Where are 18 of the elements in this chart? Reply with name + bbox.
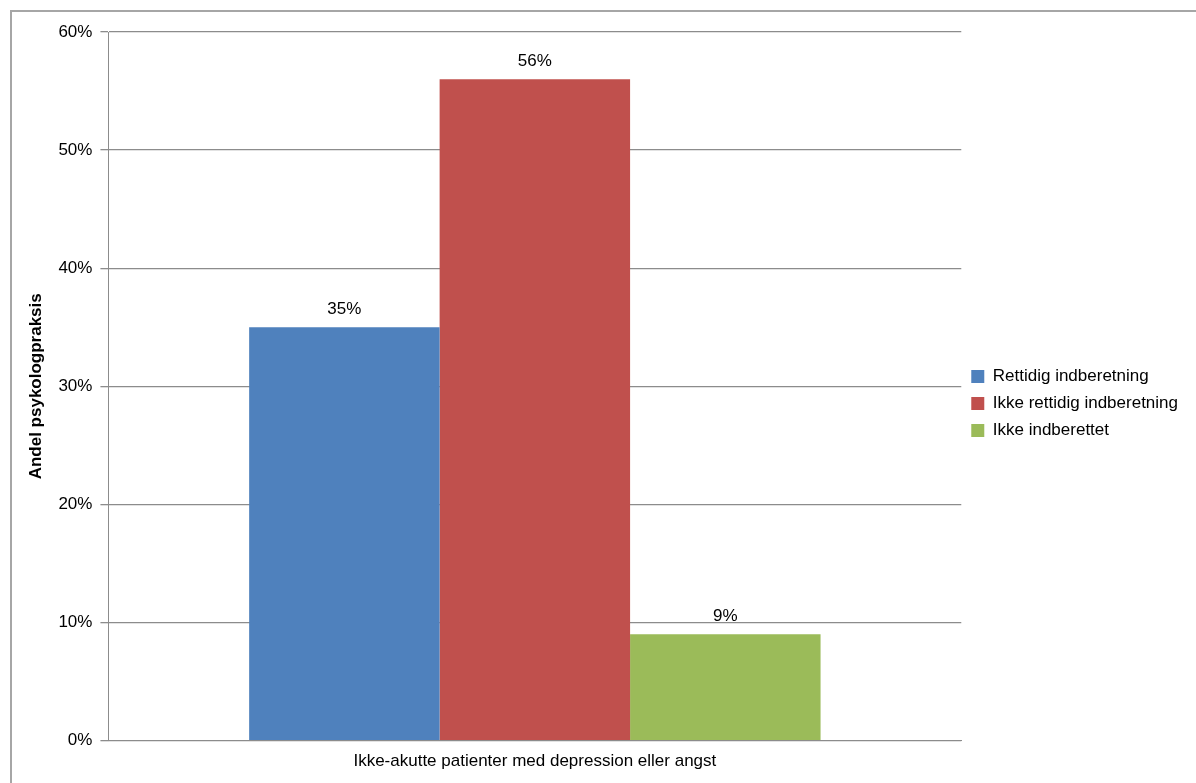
x-tick-label: Ikke-akutte patienter med depression eller angst [353, 751, 717, 771]
y-tick-label: 50% [58, 139, 93, 159]
data-label: 56% [517, 51, 552, 71]
data-label: 9% [713, 606, 738, 626]
legend-label: Ikke indberettet [992, 420, 1110, 440]
y-axis-title: Andel psykologpraksis [25, 293, 45, 480]
bar [439, 79, 631, 740]
legend-label: Rettidig indberetning [992, 366, 1149, 386]
data-label: 35% [327, 299, 362, 319]
y-tick-label: 10% [58, 612, 93, 632]
bar [630, 634, 821, 740]
y-tick-label: 20% [58, 494, 93, 514]
y-tick-label: 60% [58, 21, 93, 41]
y-tick-label: 30% [58, 375, 93, 395]
y-tick-label: 0% [67, 730, 93, 750]
y-tick-label: 40% [58, 257, 93, 277]
legend-label: Ikke rettidig indberetning [992, 393, 1179, 413]
bar [249, 327, 440, 740]
